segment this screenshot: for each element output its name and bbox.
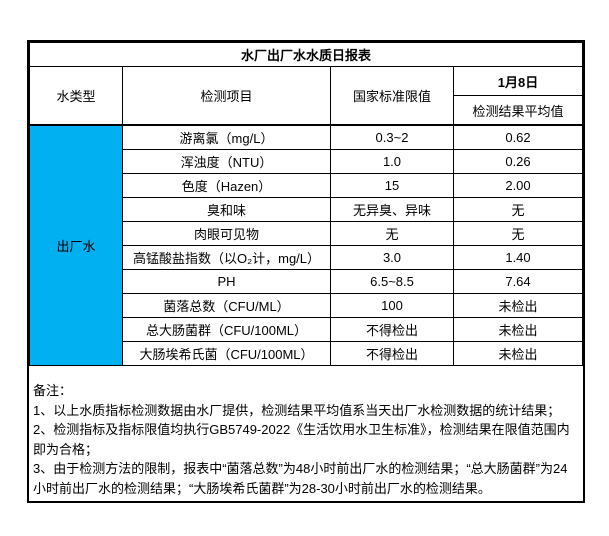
limit-cell: 15 [330,173,454,198]
limit-cell: 不得检出 [330,317,454,342]
result-cell: 未检出 [453,317,583,342]
limit-cell: 1.0 [330,149,454,174]
limit-cell: 3.0 [330,245,454,270]
table-row: 色度（Hazen） 15 2.00 [30,173,583,198]
col-header-water-type: 水类型 [29,66,123,126]
water-quality-table: 水厂出厂水水质日报表 水类型 检测项目 国家标准限值 1月8日 检测结果平均值 … [29,42,583,366]
title-row: 水厂出厂水水质日报表 [29,42,583,67]
result-cell: 无 [453,221,583,246]
header-row: 水类型 检测项目 国家标准限值 1月8日 [29,66,583,126]
result-cell: 未检出 [453,293,583,318]
notes-section: 备注： 1、以上水质指标检测数据由水厂提供，检测结果平均值系当天出厂水检测数据的… [29,366,583,498]
item-cell: 总大肠菌群（CFU/100ML） [122,317,331,342]
item-cell: 高锰酸盐指数（以O₂计，mg/L） [122,245,331,270]
item-cell: 肉眼可见物 [122,221,331,246]
limit-cell: 无 [330,221,454,246]
item-cell: 臭和味 [122,197,331,222]
result-cell: 0.26 [453,149,583,174]
item-cell: 大肠埃希氏菌（CFU/100ML） [122,341,331,366]
water-type-cell: 出厂水 [29,124,123,366]
note-line: 2、检测指标及指标限值均执行GB5749-2022《生活饮用水卫生标准》，检测结… [33,422,570,457]
result-cell: 7.64 [453,269,583,294]
limit-cell: 不得检出 [330,341,454,366]
item-cell: 色度（Hazen） [122,173,331,198]
table-row: 总大肠菌群（CFU/100ML） 不得检出 未检出 [30,317,583,342]
limit-cell: 100 [330,293,454,318]
item-cell: 浑浊度（NTU） [122,149,331,174]
report-box: 水厂出厂水水质日报表 水类型 检测项目 国家标准限值 1月8日 检测结果平均值 … [27,40,585,503]
table-row: 出厂水 游离氯（mg/L） 0.3~2 0.62 [29,124,583,366]
limit-cell: 0.3~2 [330,124,454,150]
result-cell: 无 [453,197,583,222]
table-row: 菌落总数（CFU/ML） 100 未检出 [30,293,583,318]
item-cell: PH [122,269,331,294]
result-cell: 1.40 [453,245,583,270]
limit-cell: 无异臭、异味 [330,197,454,222]
note-line: 1、以上水质指标检测数据由水厂提供，检测结果平均值系当天出厂水检测数据的统计结果… [33,402,561,418]
table-row: 浑浊度（NTU） 1.0 0.26 [30,149,583,174]
result-cell: 0.62 [453,124,583,150]
item-cell: 菌落总数（CFU/ML） [122,293,331,318]
table-row: 臭和味 无异臭、异味 无 [30,197,583,222]
notes-label: 备注： [33,383,73,398]
item-cell: 游离氯（mg/L） [122,124,331,150]
table-row: 大肠埃希氏菌（CFU/100ML） 不得检出 未检出 [30,341,583,366]
result-cell: 2.00 [453,173,583,198]
table-row: 肉眼可见物 无 无 [30,221,583,246]
col-header-limit: 国家标准限值 [330,66,454,126]
col-header-result: 检测结果平均值 [453,95,583,126]
header-subrow: 检测结果平均值 [30,95,583,126]
table-row: 高锰酸盐指数（以O₂计，mg/L） 3.0 1.40 [30,245,583,270]
result-cell: 未检出 [453,341,583,366]
limit-cell: 6.5~8.5 [330,269,454,294]
table-row: PH 6.5~8.5 7.64 [30,269,583,294]
col-header-date: 1月8日 [453,66,583,96]
report-title: 水厂出厂水水质日报表 [29,42,583,67]
note-line: 3、由于检测方法的限制，报表中“菌落总数”为48小时前出厂水的检测结果；“总大肠… [33,461,568,496]
col-header-item: 检测项目 [122,66,331,126]
